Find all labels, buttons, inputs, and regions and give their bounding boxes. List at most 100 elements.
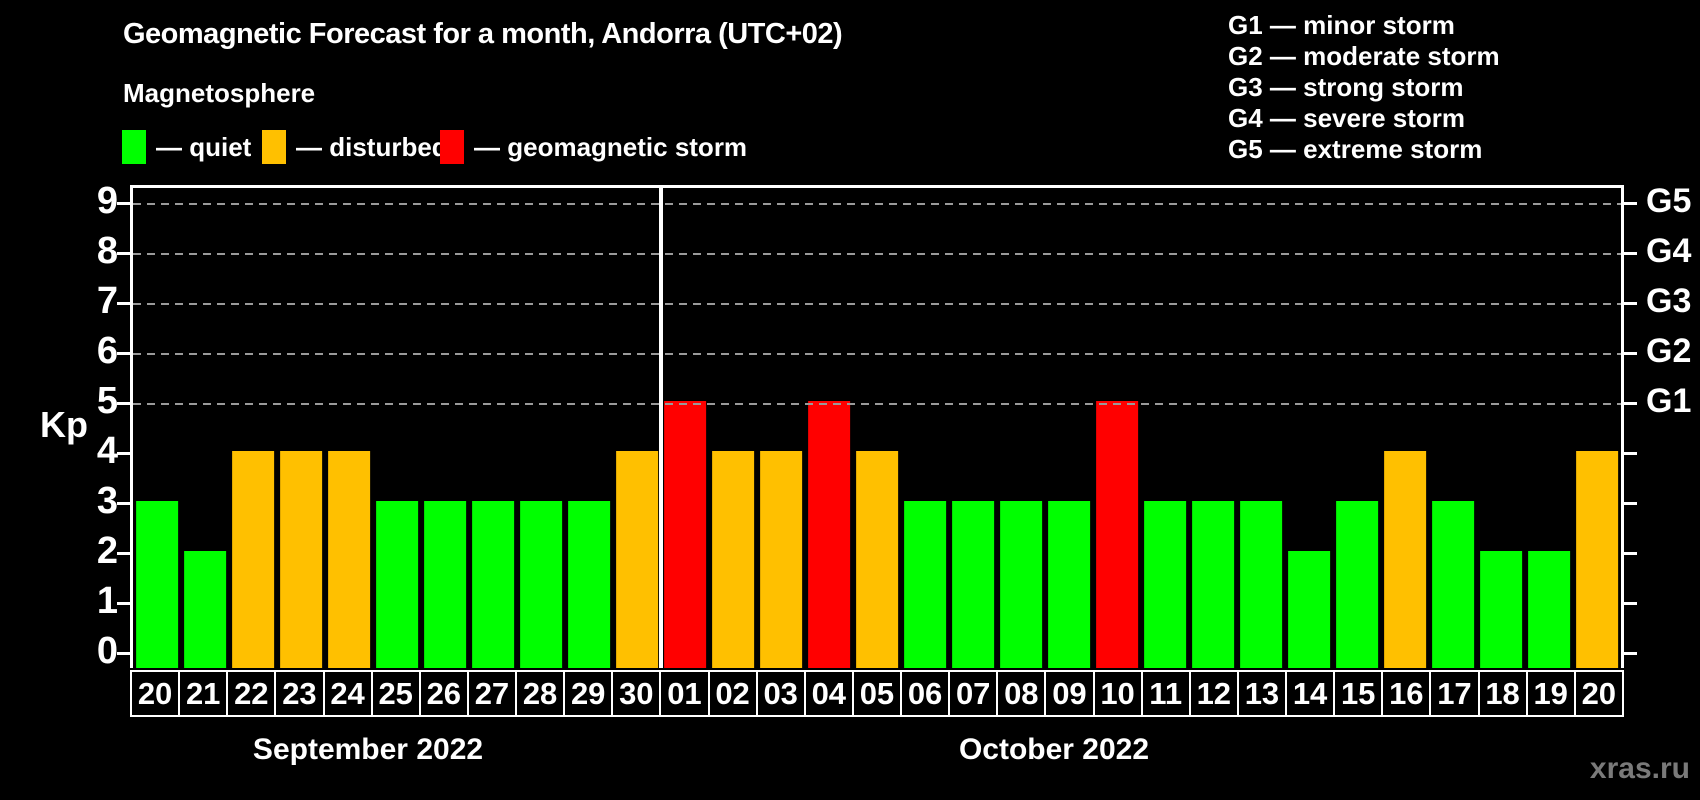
kp-bar-sep-25	[376, 501, 418, 668]
date-cell-10: 10	[1092, 670, 1143, 717]
legend-label-storm: — geomagnetic storm	[474, 131, 748, 162]
right-tick-kp9	[1624, 202, 1637, 205]
g-scale-legend: G1 — minor storm G2 — moderate storm G3 — …	[1228, 10, 1500, 165]
date-cell-22: 22	[226, 670, 277, 717]
y-axis-label-4: 4	[96, 430, 118, 472]
bar-slot-09	[1045, 188, 1093, 668]
right-tick-kp8	[1624, 252, 1637, 255]
y-axis-label-8: 8	[96, 230, 118, 272]
date-cell-15: 15	[1333, 670, 1384, 717]
kp-bar-oct-11	[1144, 501, 1186, 668]
quiet-color-swatch	[122, 130, 146, 164]
kp-bar-oct-10	[1096, 401, 1138, 668]
right-tick-kp7	[1624, 302, 1637, 305]
y-axis-label-7: 7	[96, 280, 118, 322]
g-legend-line-g3: G3 — strong storm	[1228, 72, 1464, 102]
y-axis-label-6: 6	[96, 330, 118, 372]
bar-slot-14	[1285, 188, 1333, 668]
kp-bar-oct-19	[1528, 551, 1570, 668]
kp-bar-oct-16	[1384, 451, 1426, 668]
bar-slot-07	[949, 188, 997, 668]
bar-slot-21	[181, 188, 229, 668]
right-axis-labels: G1 G2 G3 G4 G5	[1646, 182, 1700, 668]
bar-slot-17	[1429, 188, 1477, 668]
chart-title: Geomagnetic Forecast for a month, Andorr…	[123, 18, 843, 50]
left-tick-kp4	[117, 452, 130, 455]
left-tick-kp5	[117, 402, 130, 405]
kp-bar-oct-02	[712, 451, 754, 668]
right-tick-kp4	[1624, 452, 1637, 455]
kp-bar-oct-06	[904, 501, 946, 668]
bar-slot-30	[613, 188, 661, 668]
left-tick-kp8	[117, 252, 130, 255]
kp-bar-sep-21	[184, 551, 226, 668]
bar-slot-08	[997, 188, 1045, 668]
bar-slot-20	[133, 188, 181, 668]
bar-slot-22	[229, 188, 277, 668]
kp-bar-oct-05	[856, 451, 898, 668]
right-tick-kp6	[1624, 352, 1637, 355]
bar-slot-03	[757, 188, 805, 668]
date-cell-02: 02	[707, 670, 758, 717]
month-boundary-line	[659, 188, 663, 668]
date-cell-13: 13	[1236, 670, 1287, 717]
bar-slot-27	[469, 188, 517, 668]
right-tick-kp2	[1624, 552, 1637, 555]
date-cell-23: 23	[274, 670, 325, 717]
storm-color-swatch	[440, 130, 464, 164]
g-legend-line-g1: G1 — minor storm	[1228, 10, 1455, 40]
kp-bar-oct-13	[1240, 501, 1282, 668]
bar-slot-13	[1237, 188, 1285, 668]
y-axis-label-0: 0	[96, 630, 118, 672]
bar-slot-05	[853, 188, 901, 668]
bar-slot-15	[1333, 188, 1381, 668]
kp-bar-oct-01	[664, 401, 706, 668]
g-legend-line-g5: G5 — extreme storm	[1228, 134, 1483, 164]
left-tick-kp0	[117, 652, 130, 655]
date-cell-14: 14	[1285, 670, 1336, 717]
bar-slot-25	[373, 188, 421, 668]
watermark: xras.ru	[1589, 752, 1690, 785]
kp-bar-oct-03	[760, 451, 802, 668]
right-tick-kp5	[1624, 402, 1637, 405]
date-cell-25: 25	[370, 670, 421, 717]
left-tick-kp3	[117, 502, 130, 505]
date-cell-30: 30	[611, 670, 662, 717]
right-axis-label-g5: G5	[1646, 182, 1692, 220]
date-cell-28: 28	[515, 670, 566, 717]
date-cell-27: 27	[466, 670, 517, 717]
kp-bar-sep-24	[328, 451, 370, 668]
right-axis-label-g4: G4	[1646, 232, 1692, 270]
g-legend-line-g4: G4 — severe storm	[1228, 103, 1466, 133]
kp-bar-sep-30	[616, 451, 658, 668]
month-label-september: September 2022	[252, 733, 484, 766]
kp-bar-sep-22	[232, 451, 274, 668]
kp-bar-sep-20	[136, 501, 178, 668]
right-axis-label-g1: G1	[1646, 382, 1692, 420]
legend-item-disturbed: — disturbed	[262, 130, 448, 164]
kp-bar-oct-07	[952, 501, 994, 668]
left-tick-kp1	[117, 602, 130, 605]
y-axis-label-5: 5	[96, 380, 118, 422]
date-cell-01: 01	[659, 670, 710, 717]
kp-bar-oct-08	[1000, 501, 1042, 668]
date-cell-12: 12	[1188, 670, 1239, 717]
kp-bar-sep-28	[520, 501, 562, 668]
bar-slot-12	[1189, 188, 1237, 668]
bar-slot-11	[1141, 188, 1189, 668]
bar-slot-23	[277, 188, 325, 668]
kp-bar-oct-09	[1048, 501, 1090, 668]
y-axis-label-3: 3	[96, 480, 118, 522]
bar-slot-04	[805, 188, 853, 668]
kp-bar-oct-20	[1576, 451, 1618, 668]
date-axis: 20 21 22 23 24 25 26 27 28 29 30 01 02 03 04 05 06 07 08 09…	[130, 670, 1624, 717]
y-axis-label-9: 9	[96, 180, 118, 222]
kp-bar-oct-12	[1192, 501, 1234, 668]
bar-slot-18	[1477, 188, 1525, 668]
right-axis-label-g2: G2	[1646, 332, 1692, 370]
kp-bar-sep-27	[472, 501, 514, 668]
kp-bar-sep-29	[568, 501, 610, 668]
right-tick-kp3	[1624, 502, 1637, 505]
kp-bar-oct-14	[1288, 551, 1330, 668]
